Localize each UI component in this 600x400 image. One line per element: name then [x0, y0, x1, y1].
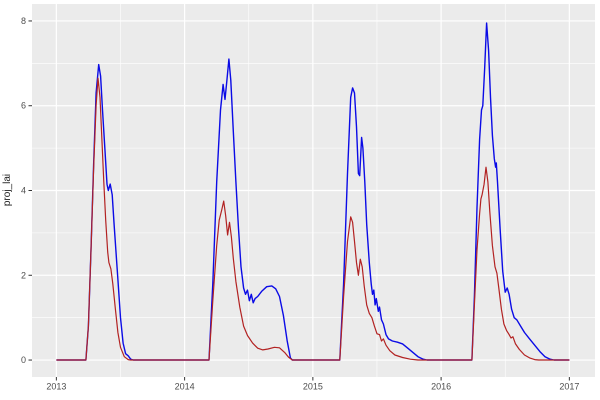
- y-tick-label: 6: [21, 101, 26, 111]
- x-tick-label: 2015: [303, 382, 323, 392]
- y-tick-label: 4: [21, 186, 26, 196]
- y-axis-title: proj_lai: [2, 174, 13, 206]
- series-lines: [56, 22, 570, 361]
- series-blue-line: [56, 22, 570, 361]
- x-tick-label: 2017: [559, 382, 579, 392]
- y-tick-label: 2: [21, 270, 26, 280]
- y-tick-label: 8: [21, 16, 26, 26]
- axis-labels: 2013 2014 2015 2016 2017 0 2 4 6 8: [21, 16, 579, 392]
- y-tick-label: 0: [21, 355, 26, 365]
- x-tick-label: 2014: [175, 382, 195, 392]
- x-tick-label: 2016: [431, 382, 451, 392]
- axis-ticks: [28, 20, 570, 381]
- series-darkred-line: [56, 77, 570, 361]
- x-tick-label: 2013: [46, 382, 66, 392]
